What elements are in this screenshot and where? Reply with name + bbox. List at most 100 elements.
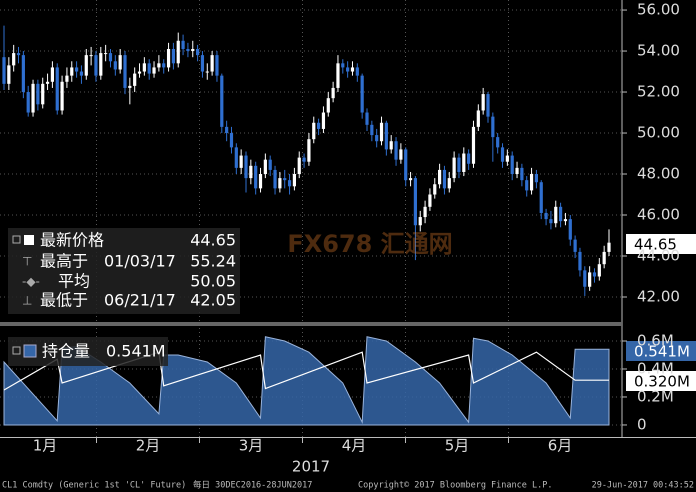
candle-body <box>597 264 601 277</box>
candle-body <box>249 165 253 179</box>
candle-body <box>65 75 69 82</box>
candle-body <box>302 157 306 162</box>
candle-body <box>471 126 476 164</box>
legend-icon: ⊤ <box>22 255 32 269</box>
candle-body <box>36 83 40 105</box>
candle-body <box>94 55 98 76</box>
candle-body <box>171 48 175 64</box>
candle-body <box>602 251 606 265</box>
candle-body <box>529 174 534 191</box>
x-tick-label: 3月 <box>239 437 264 455</box>
candle-body <box>452 157 456 179</box>
y-tick-label: 0 <box>637 415 647 433</box>
candle-body <box>89 55 93 57</box>
y-tick-label: 0.4M <box>637 359 674 377</box>
candle-body <box>326 98 330 113</box>
candle-body <box>486 94 490 117</box>
candle-body <box>239 155 243 168</box>
candle-body <box>50 67 54 82</box>
footer-copyright: Copyright© 2017 Bloomberg Finance L.P. <box>358 481 552 491</box>
legend-value: 44.65 <box>190 231 236 250</box>
candle-body <box>360 75 364 113</box>
legend-label: 最高于 <box>40 252 88 271</box>
candle-body <box>491 116 495 138</box>
year-label: 2017 <box>292 458 330 476</box>
y-tick-label: 44.00 <box>637 247 680 265</box>
candle-body <box>142 63 146 72</box>
candle-body <box>84 55 88 76</box>
candle-body <box>544 212 548 220</box>
candle-body <box>278 178 282 189</box>
candle-body <box>583 270 587 287</box>
candle-body <box>263 159 267 175</box>
legend-value: 55.24 <box>190 252 236 271</box>
y-tick-label: 0.6M <box>637 331 674 349</box>
candle-body <box>336 63 340 88</box>
candle-body <box>147 63 151 74</box>
legend: 最新价格 44.65 ⊤ 最高于 01/03/17 55.24 -◆- 平均 5… <box>8 228 240 314</box>
candle-body <box>186 48 190 52</box>
candle-body <box>21 55 25 93</box>
candle-body <box>607 242 611 252</box>
y-tick-label: 0.2M <box>637 387 674 405</box>
candle-body <box>317 122 321 129</box>
legend-toggle <box>12 235 21 244</box>
legend-value: 0.541M <box>106 342 166 361</box>
candle-body <box>229 133 234 148</box>
candle-body <box>365 112 369 125</box>
candle-body <box>370 124 374 136</box>
candle-body <box>152 67 156 74</box>
candle-body <box>99 53 103 76</box>
footer: CL1 Comdty (Generic 1st 'CL' Future) 每日 … <box>2 480 694 491</box>
oi-area <box>3 336 610 426</box>
oi-label: 0.541M <box>634 343 690 361</box>
candle-body <box>157 63 161 68</box>
candle-body <box>539 182 543 213</box>
candle-body <box>554 206 558 224</box>
candle-body <box>534 174 538 183</box>
x-tick-label: 5月 <box>445 437 470 455</box>
candle-body <box>592 272 597 277</box>
candle-body <box>258 174 263 189</box>
candle-body <box>481 94 485 111</box>
y-tick-label: 50.00 <box>637 124 680 142</box>
candle-body <box>568 219 572 240</box>
line-box <box>626 371 696 391</box>
candle-body <box>128 85 132 88</box>
candle-body <box>55 67 59 111</box>
legend-date: 06/21/17 <box>104 291 176 310</box>
y-tick-label: 48.00 <box>637 165 680 183</box>
candle-body <box>384 122 388 150</box>
candle-body <box>200 55 205 72</box>
candle-body <box>549 219 553 224</box>
legend-icon: -◆- <box>22 275 40 289</box>
candle-body <box>234 147 238 168</box>
candle-body <box>408 178 413 181</box>
candle-body <box>389 141 393 150</box>
candle-body <box>220 75 224 127</box>
candle-body <box>505 155 509 162</box>
legend-label: 最低于 <box>40 291 88 310</box>
candle-body <box>563 219 568 222</box>
candle-body <box>254 165 258 189</box>
line-label: 0.320M <box>634 373 690 391</box>
legend-box <box>8 228 240 314</box>
candle-body <box>510 155 514 175</box>
candle-body <box>244 155 248 179</box>
candle-body <box>525 180 529 191</box>
candle-body <box>292 174 296 187</box>
candle-body <box>379 122 384 142</box>
footer-period: 每日 30DEC2016-28JUN2017 <box>193 480 312 491</box>
candle-body <box>423 206 427 218</box>
candle-body <box>162 63 166 68</box>
candle-body <box>418 217 422 226</box>
footer-ticker: CL1 Comdty (Generic 1st 'CL' Future) <box>2 481 186 491</box>
candle-body <box>283 178 287 181</box>
candle-body <box>26 92 30 113</box>
lower-legend: 持仓量 0.541M <box>8 337 168 366</box>
candle-body <box>447 178 451 189</box>
candle-body <box>118 55 122 70</box>
candle-body <box>520 167 524 181</box>
candle-body <box>196 48 200 56</box>
candle-body <box>578 251 582 271</box>
